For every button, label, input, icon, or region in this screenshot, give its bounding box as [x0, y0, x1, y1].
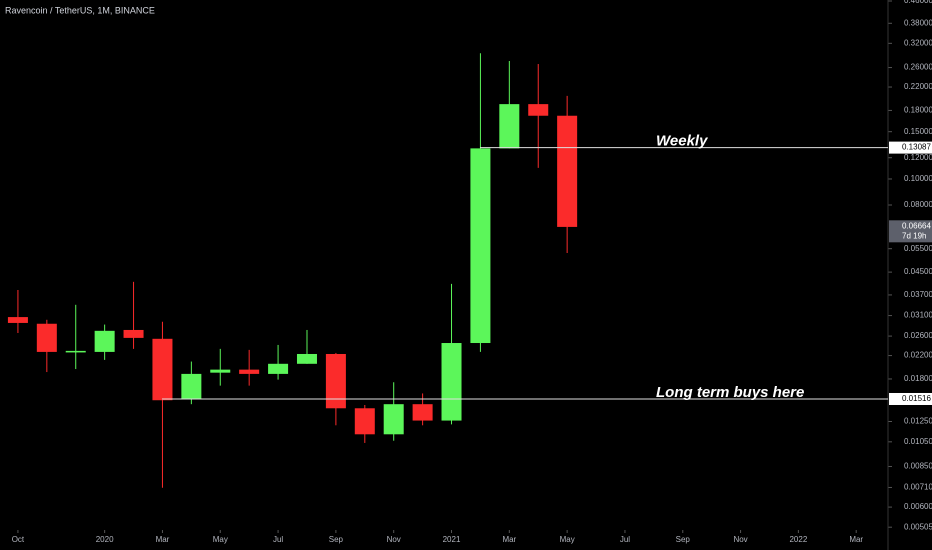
- y-tick-label: 0.26000: [904, 63, 932, 72]
- x-tick-label: 2022: [789, 535, 807, 544]
- y-tick-label: 0.18000: [904, 106, 932, 115]
- y-tick-label: 0.02200: [904, 351, 932, 360]
- x-tick-label: 2021: [443, 535, 461, 544]
- candle-body: [383, 404, 404, 435]
- last-price-label: 0.06664: [902, 221, 931, 230]
- y-tick-label: 0.02600: [904, 331, 932, 340]
- y-tick-label: 0.01800: [904, 374, 932, 383]
- level-price-box: [889, 141, 932, 154]
- candle-body: [557, 115, 578, 227]
- x-tick-label: Mar: [156, 535, 170, 544]
- candle-body: [181, 373, 202, 400]
- candle-body: [325, 353, 346, 409]
- x-tick-label: Jul: [273, 535, 283, 544]
- candle-body: [296, 353, 317, 364]
- level-price-label: 0.13087: [902, 143, 931, 152]
- y-tick-label: 0.03100: [904, 311, 932, 320]
- x-tick-label: Sep: [676, 535, 691, 544]
- candle-body: [7, 317, 28, 323]
- candle-body: [123, 329, 144, 338]
- candle-body: [470, 148, 491, 344]
- y-tick-label: 0.00600: [904, 502, 932, 511]
- y-tick-label: 0.12000: [904, 153, 932, 162]
- candle-body: [441, 343, 462, 421]
- x-tick-label: Oct: [12, 535, 25, 544]
- candle-body: [94, 330, 115, 352]
- candle-body: [412, 404, 433, 421]
- candle-body: [354, 408, 375, 435]
- x-tick-label: Jul: [620, 535, 630, 544]
- y-tick-label: 0.00710: [904, 483, 932, 492]
- candle-body: [65, 350, 86, 353]
- annotation: Long term buys here: [656, 384, 804, 401]
- y-tick-label: 0.32000: [904, 38, 932, 47]
- y-tick-label: 0.15000: [904, 127, 932, 136]
- candle-body: [528, 104, 549, 116]
- chart-title: Ravencoin / TetherUS, 1M, BINANCE: [5, 5, 155, 15]
- annotation: Weekly: [656, 133, 708, 150]
- level-price-box: [889, 392, 932, 405]
- x-tick-label: Nov: [387, 535, 401, 544]
- x-tick-label: Mar: [502, 535, 516, 544]
- candle-body: [152, 338, 173, 401]
- y-tick-label: 0.22000: [904, 82, 932, 91]
- y-tick-label: 0.00505: [904, 522, 932, 531]
- candle-body: [36, 323, 57, 352]
- x-tick-label: May: [213, 535, 228, 544]
- y-tick-label: 0.38000: [904, 18, 932, 27]
- y-tick-label: 0.00850: [904, 462, 932, 471]
- x-tick-label: Sep: [329, 535, 344, 544]
- x-tick-label: 2020: [96, 535, 114, 544]
- x-tick-label: Mar: [849, 535, 863, 544]
- candle-body: [239, 369, 260, 374]
- x-tick-label: Nov: [733, 535, 747, 544]
- y-tick-label: 0.46000: [904, 0, 932, 5]
- candle-body: [268, 363, 289, 374]
- y-tick-label: 0.03700: [904, 290, 932, 299]
- candle-body: [210, 369, 231, 373]
- x-tick-label: May: [560, 535, 575, 544]
- countdown-label: 7d 19h: [902, 231, 926, 240]
- y-tick-label: 0.05500: [904, 244, 932, 253]
- candle-body: [499, 104, 520, 149]
- y-tick-label: 0.04500: [904, 267, 932, 276]
- y-tick-label: 0.01050: [904, 437, 932, 446]
- y-tick-label: 0.10000: [904, 174, 932, 183]
- last-price-box: [889, 220, 932, 243]
- y-tick-label: 0.01250: [904, 417, 932, 426]
- level-price-label: 0.01516: [902, 394, 931, 403]
- y-tick-label: 0.08000: [904, 200, 932, 209]
